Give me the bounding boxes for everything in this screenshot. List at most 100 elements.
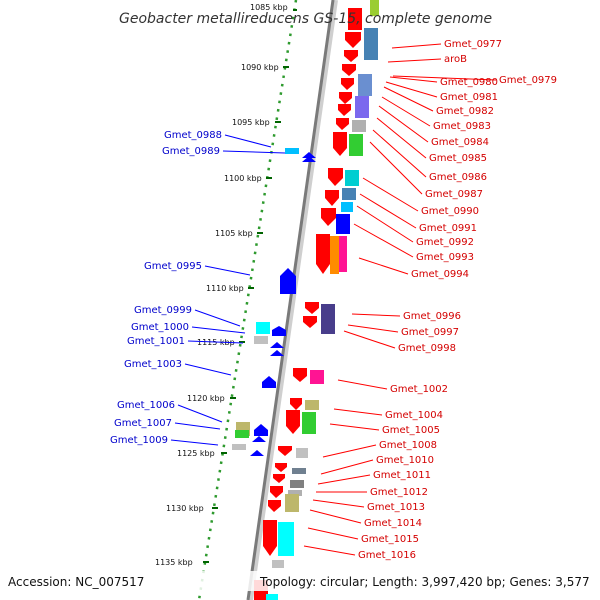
leader-line bbox=[303, 545, 356, 556]
leader-line bbox=[204, 265, 251, 276]
leader-line bbox=[343, 330, 396, 349]
kbp-label: 1130 kbp bbox=[166, 504, 204, 513]
gene-arrow bbox=[321, 208, 336, 226]
leader-line bbox=[184, 363, 232, 376]
leader-line bbox=[376, 117, 427, 159]
gene-label: Gmet_0994 bbox=[411, 269, 469, 280]
gene-label: Gmet_1013 bbox=[367, 502, 425, 513]
gene-arrow bbox=[341, 78, 354, 90]
genome-backbone-shadow bbox=[247, 0, 338, 600]
gene-arrow bbox=[338, 104, 351, 116]
leader-line bbox=[337, 379, 388, 390]
gene-label: Gmet_1016 bbox=[358, 550, 416, 561]
kbp-label: 1095 kbp bbox=[232, 118, 270, 127]
gene-label: Gmet_1011 bbox=[373, 470, 431, 481]
gene-arrow bbox=[254, 424, 268, 436]
gene-arrow bbox=[303, 316, 317, 328]
gene-arrow bbox=[270, 486, 283, 498]
gene-label: Gmet_1015 bbox=[361, 534, 419, 545]
kbp-label: 1135 kbp bbox=[155, 558, 193, 567]
kbp-label: 1105 kbp bbox=[215, 229, 253, 238]
gene-block bbox=[336, 214, 350, 234]
gene-label: Gmet_1009 bbox=[110, 435, 168, 446]
leader-line bbox=[191, 326, 246, 334]
leader-line bbox=[322, 444, 377, 458]
gene-arrow bbox=[316, 234, 330, 274]
leader-line bbox=[224, 134, 272, 148]
leader-line bbox=[309, 509, 362, 524]
leader-line bbox=[356, 205, 414, 243]
scale-ticks bbox=[203, 9, 297, 563]
leader-line bbox=[372, 129, 427, 178]
gene-block bbox=[364, 28, 378, 60]
forward-gene-labels: Gmet_0977 aroB Gmet_0980 Gmet_0979 Gmet_… bbox=[358, 39, 557, 561]
gene-block bbox=[232, 444, 246, 450]
gene-label: Gmet_0988 bbox=[164, 130, 222, 141]
gene-label: Gmet_0981 bbox=[440, 92, 498, 103]
leader-line bbox=[353, 223, 414, 258]
ortholog-blocks bbox=[266, 0, 379, 600]
gene-block bbox=[370, 0, 379, 16]
leader-line bbox=[383, 86, 434, 112]
forward-strand-genes bbox=[254, 8, 362, 600]
gene-block bbox=[348, 8, 362, 30]
leader-line bbox=[170, 439, 219, 446]
gene-label: Gmet_0979 bbox=[499, 75, 557, 86]
gene-block bbox=[235, 430, 249, 438]
reverse-gene-labels: Gmet_0988 Gmet_0989 Gmet_0995 Gmet_0999 … bbox=[110, 130, 222, 446]
gene-label: Gmet_0996 bbox=[403, 311, 461, 322]
leader-line bbox=[312, 499, 365, 508]
gene-arrow bbox=[262, 376, 276, 388]
gene-block bbox=[341, 202, 353, 212]
gene-label: Gmet_1007 bbox=[114, 418, 172, 429]
gene-arrow bbox=[273, 474, 285, 483]
kbp-label: 1120 kbp bbox=[187, 394, 225, 403]
gene-label: Gmet_1004 bbox=[385, 410, 443, 421]
gene-block bbox=[292, 468, 306, 474]
gene-label: Gmet_0980 bbox=[440, 77, 498, 88]
gene-label: Gmet_1000 bbox=[131, 322, 189, 333]
gene-arrow bbox=[293, 368, 307, 382]
gene-block bbox=[358, 74, 372, 96]
gene-block bbox=[272, 560, 284, 568]
gene-label: Gmet_0982 bbox=[436, 106, 494, 117]
gene-arrow bbox=[275, 463, 287, 472]
gene-label: Gmet_0999 bbox=[134, 305, 192, 316]
leader-line bbox=[389, 76, 438, 83]
leader-line bbox=[177, 404, 223, 423]
footer-background bbox=[0, 571, 600, 591]
gene-label: Gmet_1005 bbox=[382, 425, 440, 436]
gene-block bbox=[342, 188, 356, 200]
gene-block bbox=[256, 322, 270, 334]
gene-arrow bbox=[305, 302, 319, 314]
leader-line bbox=[307, 527, 359, 540]
leader-line bbox=[347, 324, 399, 333]
gene-label: Gmet_1008 bbox=[379, 440, 437, 451]
accession-text: Accession: NC_007517 bbox=[8, 575, 144, 589]
gene-label: aroB bbox=[444, 54, 467, 65]
gene-block bbox=[288, 490, 302, 496]
leader-line bbox=[392, 75, 497, 81]
gene-arrow bbox=[339, 92, 352, 104]
topology-text: Topology: circular; Length: 3,997,420 bp… bbox=[259, 575, 590, 589]
leader-line bbox=[222, 150, 286, 154]
genome-backbone bbox=[246, 0, 335, 600]
scale-ruler bbox=[197, 0, 298, 600]
kbp-label: 1110 kbp bbox=[206, 284, 244, 293]
leader-line bbox=[174, 422, 221, 430]
leader-line bbox=[391, 43, 442, 49]
gene-block bbox=[285, 148, 299, 154]
gene-block bbox=[349, 134, 363, 156]
gene-label: Gmet_0997 bbox=[401, 327, 459, 338]
gene-label: Gmet_0998 bbox=[398, 343, 456, 354]
gene-arrow bbox=[286, 410, 300, 434]
gene-label: Gmet_1012 bbox=[370, 487, 428, 498]
reverse-strand-genes bbox=[232, 148, 316, 456]
gene-label: Gmet_1003 bbox=[124, 359, 182, 370]
gene-label: Gmet_0986 bbox=[429, 172, 487, 183]
gene-arrow bbox=[250, 450, 264, 456]
leader-line bbox=[362, 177, 419, 212]
gene-block bbox=[339, 236, 347, 272]
gene-arrow bbox=[280, 268, 296, 294]
gene-arrow bbox=[328, 168, 343, 186]
